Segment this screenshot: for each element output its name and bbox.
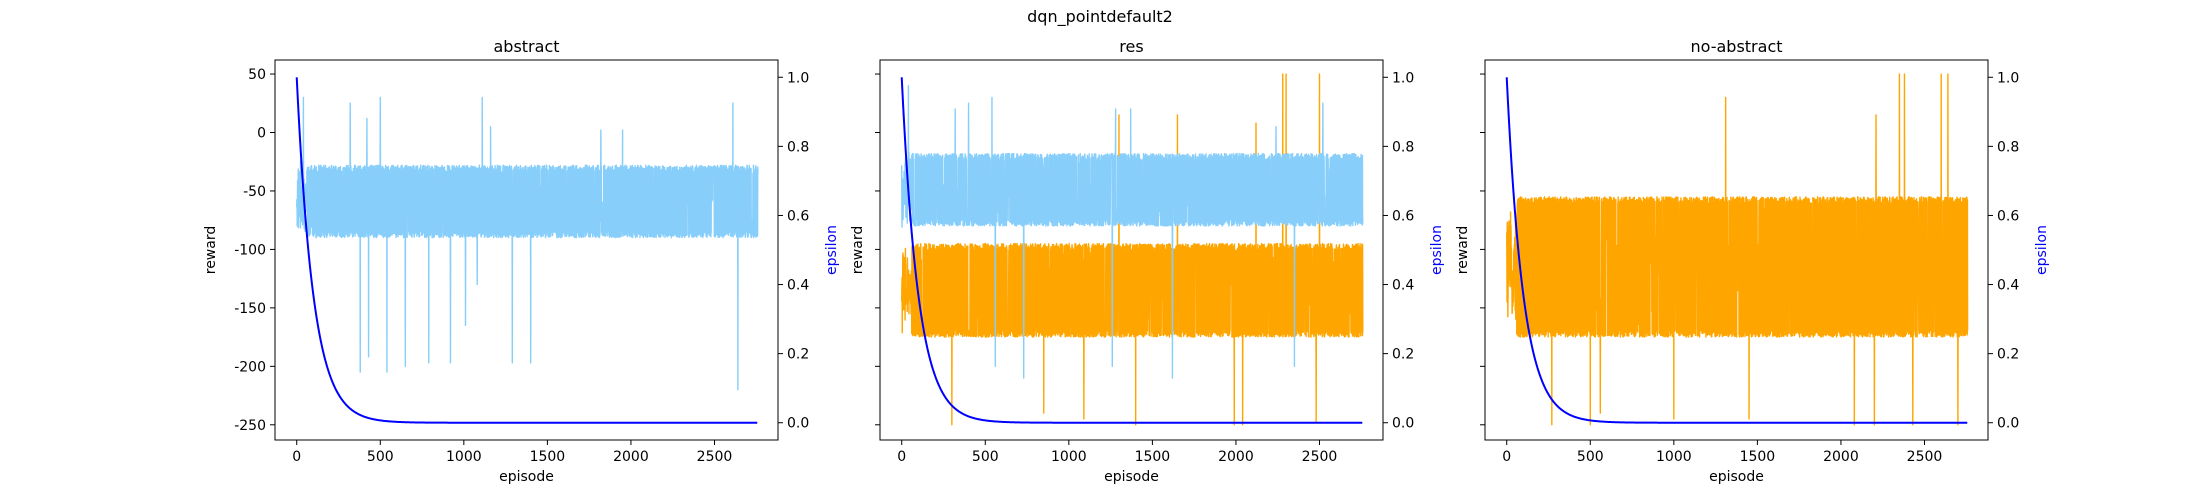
- x-axis-label: episode: [1709, 469, 1764, 485]
- x-tick-label: 2500: [1907, 449, 1943, 465]
- axes-frame: [1484, 59, 1989, 441]
- y2-tick-label: 0.0: [787, 416, 809, 432]
- axes-frame: [274, 59, 779, 441]
- epsilon-line: [900, 77, 1363, 424]
- y-tick-label: -150: [234, 301, 266, 317]
- epsilon-line: [1505, 77, 1968, 424]
- y2-tick-label: 0.8: [787, 139, 809, 155]
- y2-tick-label: 0.8: [1997, 139, 2019, 155]
- x-tick-label: 1000: [446, 449, 482, 465]
- x-tick-label: 1000: [1051, 449, 1087, 465]
- x-tick-label: 0: [897, 449, 906, 465]
- plot-area: [900, 73, 1364, 426]
- y2-tick-label: 0.8: [1392, 139, 1414, 155]
- y2-tick-label: 0.0: [1392, 416, 1414, 432]
- y2-tick-label: 0.4: [1392, 278, 1414, 294]
- chart-panel: res 0 500 1000 1500 2000 2500 episode reward 0.0 0…: [850, 37, 1445, 485]
- y2-axis-label: epsilon: [824, 225, 840, 275]
- x-tick-label: 2000: [613, 449, 649, 465]
- x-tick-label: 500: [972, 449, 999, 465]
- x-tick-label: 500: [1577, 449, 1604, 465]
- y2-tick-label: 0.4: [787, 278, 809, 294]
- y2-tick-label: 0.2: [787, 347, 809, 363]
- series-line: [1506, 73, 1969, 426]
- epsilon-line: [295, 77, 758, 424]
- x-tick-label: 2500: [1302, 449, 1338, 465]
- panel-title: no-abstract: [1690, 37, 1782, 56]
- x-tick-label: 2500: [697, 449, 733, 465]
- y-tick-label: -50: [243, 184, 266, 200]
- x-tick-label: 1500: [530, 449, 566, 465]
- x-tick-label: 500: [367, 449, 394, 465]
- y2-tick-label: 1.0: [1997, 70, 2019, 86]
- series-line: [901, 73, 1364, 426]
- y-axis-label: reward: [1455, 226, 1471, 275]
- series-line: [296, 96, 759, 391]
- y-tick-label: -200: [234, 359, 266, 375]
- y2-tick-label: 0.4: [1997, 278, 2019, 294]
- y2-tick-label: 0.0: [1997, 416, 2019, 432]
- x-tick-label: 0: [292, 449, 301, 465]
- figure-title: dqn_pointdefault2: [1027, 7, 1173, 27]
- y-tick-label: -250: [234, 418, 266, 434]
- series-line: [901, 85, 1364, 379]
- x-tick-label: 1500: [1740, 449, 1776, 465]
- plot-area: [1505, 73, 1969, 426]
- y2-axis-label: epsilon: [2034, 225, 2050, 275]
- x-tick-label: 2000: [1823, 449, 1859, 465]
- x-axis-label: episode: [1104, 469, 1159, 485]
- axes-frame: [879, 59, 1384, 441]
- x-tick-label: 0: [1502, 449, 1511, 465]
- y2-tick-label: 0.6: [1997, 208, 2019, 224]
- y-tick-label: -100: [234, 242, 266, 258]
- y-tick-label: 0: [257, 125, 266, 141]
- y-axis-label: reward: [203, 226, 219, 275]
- chart-panel: no-abstract 0 500 1000 1500 2000 2500 episode re…: [1455, 37, 2050, 485]
- y2-tick-label: 0.2: [1392, 347, 1414, 363]
- plot-area: [295, 77, 759, 424]
- y2-tick-label: 0.2: [1997, 347, 2019, 363]
- panel-title: abstract: [493, 37, 559, 56]
- y2-tick-label: 1.0: [787, 70, 809, 86]
- y2-tick-label: 0.6: [787, 208, 809, 224]
- y2-axis-label: epsilon: [1429, 225, 1445, 275]
- y-axis-label: reward: [850, 226, 866, 275]
- y2-tick-label: 0.6: [1392, 208, 1414, 224]
- x-tick-label: 2000: [1218, 449, 1254, 465]
- x-tick-label: 1000: [1656, 449, 1692, 465]
- panel-title: res: [1119, 37, 1143, 56]
- x-axis-label: episode: [499, 469, 554, 485]
- y2-tick-label: 1.0: [1392, 70, 1414, 86]
- y-tick-label: 50: [248, 67, 266, 83]
- x-tick-label: 1500: [1135, 449, 1171, 465]
